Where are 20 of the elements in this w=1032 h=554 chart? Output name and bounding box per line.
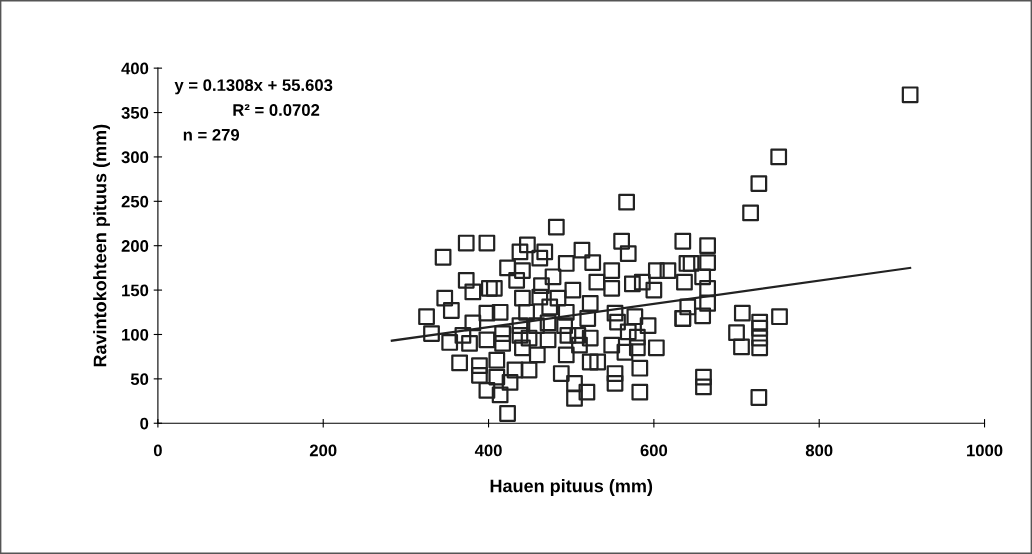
y-tick-label: 150 <box>122 284 149 297</box>
y-tick-label: 50 <box>130 373 149 386</box>
x-tick-label: 800 <box>805 444 833 457</box>
x-tick-label: 0 <box>153 444 162 457</box>
x-tick-label: 600 <box>640 444 668 457</box>
x-tick-label: 400 <box>474 444 502 457</box>
y-tick-label: 0 <box>140 417 149 430</box>
x-tick-label: 200 <box>309 444 337 457</box>
y-tick-label: 250 <box>121 195 149 208</box>
annotation: R² = 0.0702 <box>233 104 320 116</box>
y-tick-label: 400 <box>121 62 149 75</box>
y-tick-label: 300 <box>121 151 149 164</box>
y-tick-label: 200 <box>121 240 149 252</box>
y-tick-label: 350 <box>121 106 149 119</box>
annotation: n = 279 <box>183 128 240 141</box>
x-tick-label: 1000 <box>967 444 1003 457</box>
y-tick-label: 100 <box>122 328 149 341</box>
annotation: y = 0.1308x + 55.603 <box>174 79 333 95</box>
x-axis-title: Hauen pituus (mm) <box>490 479 653 496</box>
y-axis-title: Ravintokohteen pituus (mm) <box>93 124 110 367</box>
